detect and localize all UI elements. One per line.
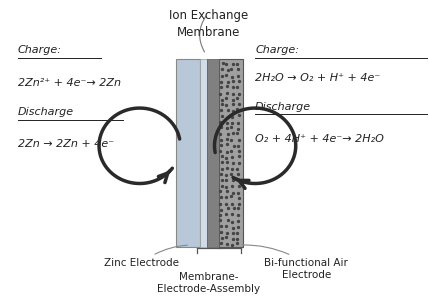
Text: 2Zn → 2Zn + 4e⁻: 2Zn → 2Zn + 4e⁻ — [18, 139, 114, 149]
Text: Charge:: Charge: — [255, 45, 299, 55]
Text: Ion Exchange
Membrane: Ion Exchange Membrane — [169, 9, 248, 39]
Text: Discharge: Discharge — [18, 107, 74, 118]
Text: 2H₂O → O₂ + H⁺ + 4e⁻: 2H₂O → O₂ + H⁺ + 4e⁻ — [255, 73, 381, 83]
Bar — [199, 59, 207, 247]
Bar — [176, 59, 199, 247]
Bar — [207, 59, 219, 247]
Text: Membrane-
Electrode-Assembly: Membrane- Electrode-Assembly — [157, 272, 260, 295]
Text: Bi-functional Air
Electrode: Bi-functional Air Electrode — [265, 257, 348, 280]
Text: 2Zn²⁺ + 4e⁻→ 2Zn: 2Zn²⁺ + 4e⁻→ 2Zn — [18, 78, 121, 89]
Bar — [219, 59, 243, 247]
Text: Discharge: Discharge — [255, 102, 311, 112]
Text: Charge:: Charge: — [18, 45, 62, 55]
Text: Zinc Electrode: Zinc Electrode — [104, 257, 179, 268]
Text: O₂ + 4H⁺ + 4e⁻→ 2H₂O: O₂ + 4H⁺ + 4e⁻→ 2H₂O — [255, 134, 384, 144]
